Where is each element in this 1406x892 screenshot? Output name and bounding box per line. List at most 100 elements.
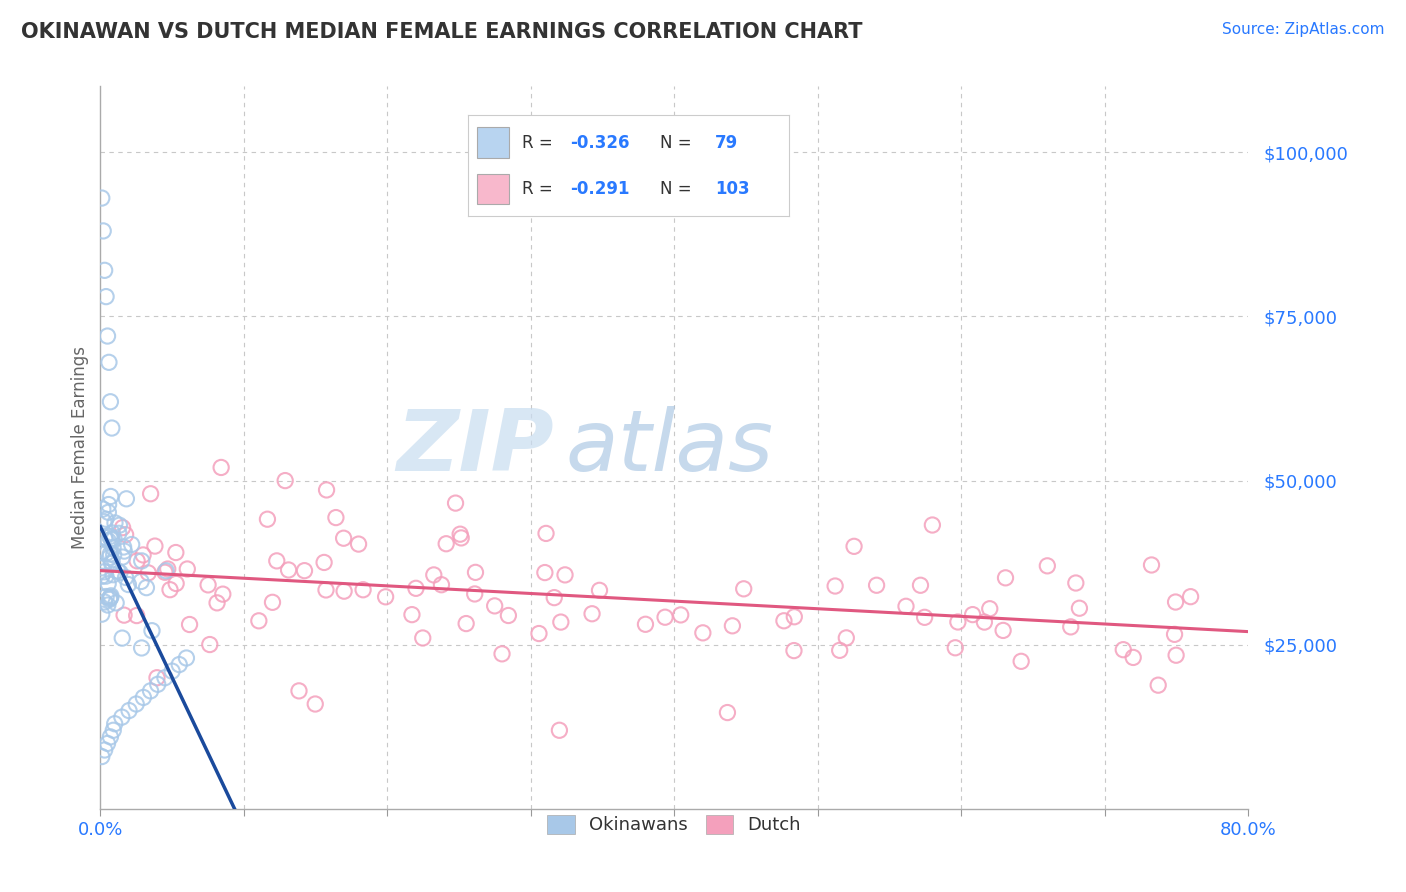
Point	[198, 638, 221, 652]
Point	[155, 564, 177, 578]
Point	[112, 608, 135, 623]
Point	[581, 607, 603, 621]
Point	[93, 263, 115, 277]
Point	[98, 550, 121, 565]
Point	[98, 547, 121, 561]
Y-axis label: Median Female Earnings: Median Female Earnings	[72, 346, 89, 549]
Point	[159, 582, 181, 597]
Point	[101, 532, 124, 546]
Point	[1010, 654, 1032, 668]
Point	[135, 581, 157, 595]
Point	[991, 624, 1014, 638]
Point	[946, 615, 969, 629]
Point	[1122, 650, 1144, 665]
Point	[943, 640, 966, 655]
Point	[176, 651, 198, 665]
Point	[176, 562, 198, 576]
Point	[498, 608, 520, 623]
Point	[325, 510, 347, 524]
Point	[111, 631, 134, 645]
Point	[114, 570, 136, 584]
Point	[96, 329, 118, 343]
Point	[153, 671, 176, 685]
Point	[842, 539, 865, 553]
Point	[108, 566, 131, 580]
Point	[315, 582, 337, 597]
Point	[100, 394, 122, 409]
Point	[90, 561, 112, 575]
Point	[90, 569, 112, 583]
Point	[167, 657, 190, 672]
Point	[209, 460, 232, 475]
Point	[405, 582, 427, 596]
Point	[962, 607, 984, 622]
Legend: Okinawans, Dutch: Okinawans, Dutch	[538, 806, 810, 844]
Point	[450, 531, 472, 545]
Point	[104, 716, 127, 731]
Point	[100, 591, 122, 605]
Point	[352, 582, 374, 597]
Point	[464, 566, 486, 580]
Point	[100, 589, 122, 603]
Point	[828, 643, 851, 657]
Point	[692, 625, 714, 640]
Point	[118, 704, 141, 718]
Point	[464, 587, 486, 601]
Point	[101, 567, 124, 582]
Point	[314, 556, 336, 570]
Point	[101, 525, 124, 540]
Point	[93, 515, 115, 529]
Text: ZIP: ZIP	[396, 406, 554, 489]
Point	[197, 578, 219, 592]
Point	[96, 590, 118, 604]
Text: atlas: atlas	[565, 406, 773, 489]
Point	[1036, 558, 1059, 573]
Point	[103, 532, 125, 546]
Point	[1180, 590, 1202, 604]
Point	[865, 578, 887, 592]
Point	[332, 531, 354, 545]
Point	[98, 591, 121, 606]
Point	[98, 592, 121, 607]
Point	[534, 566, 557, 580]
Text: OKINAWAN VS DUTCH MEDIAN FEMALE EARNINGS CORRELATION CHART: OKINAWAN VS DUTCH MEDIAN FEMALE EARNINGS…	[21, 22, 863, 42]
Point	[430, 578, 453, 592]
Point	[179, 617, 201, 632]
Point	[97, 533, 120, 548]
Point	[127, 554, 149, 568]
Point	[543, 591, 565, 605]
Point	[824, 579, 846, 593]
Point	[103, 548, 125, 562]
Point	[484, 599, 506, 613]
Point	[783, 609, 806, 624]
Point	[139, 487, 162, 501]
Point	[262, 595, 284, 609]
Point	[669, 607, 692, 622]
Point	[456, 616, 478, 631]
Point	[100, 557, 122, 571]
Point	[101, 421, 124, 435]
Point	[107, 564, 129, 578]
Point	[97, 498, 120, 512]
Point	[94, 530, 117, 544]
Point	[444, 496, 467, 510]
Point	[136, 566, 159, 580]
Point	[205, 596, 228, 610]
Point	[401, 607, 423, 622]
Point	[266, 554, 288, 568]
Point	[491, 647, 513, 661]
Point	[117, 577, 139, 591]
Point	[100, 533, 122, 547]
Point	[100, 490, 122, 504]
Point	[994, 571, 1017, 585]
Point	[1064, 576, 1087, 591]
Point	[588, 583, 610, 598]
Point	[294, 564, 316, 578]
Point	[131, 640, 153, 655]
Point	[93, 595, 115, 609]
Point	[716, 706, 738, 720]
Point	[921, 518, 943, 533]
Point	[97, 576, 120, 591]
Point	[111, 550, 134, 565]
Point	[910, 578, 932, 592]
